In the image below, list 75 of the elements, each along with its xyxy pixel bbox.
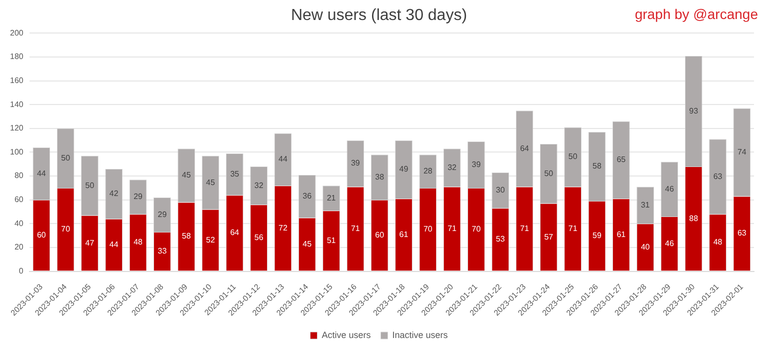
data-label: 40 xyxy=(640,242,650,252)
data-label: 42 xyxy=(109,189,119,198)
data-label: 60 xyxy=(375,230,385,240)
data-label: 32 xyxy=(448,162,458,172)
data-label: 36 xyxy=(302,191,312,200)
y-tick-label: 20 xyxy=(14,242,24,252)
data-label: 51 xyxy=(326,236,336,245)
data-label: 71 xyxy=(350,224,360,233)
y-tick-label: 80 xyxy=(14,171,24,180)
data-label: 44 xyxy=(109,240,119,250)
data-label: 70 xyxy=(423,224,433,234)
data-label: 61 xyxy=(616,230,626,239)
y-tick-label: 200 xyxy=(10,28,24,38)
data-label: 44 xyxy=(36,168,46,178)
data-label: 58 xyxy=(592,162,602,171)
data-label: 50 xyxy=(568,152,578,162)
legend-label: Inactive users xyxy=(392,330,448,340)
data-label: 28 xyxy=(423,166,433,176)
data-label: 50 xyxy=(85,180,95,190)
data-label: 72 xyxy=(278,223,288,232)
data-label: 46 xyxy=(665,184,674,194)
legend-label: Active users xyxy=(322,330,372,340)
data-label: 70 xyxy=(472,224,482,234)
data-label: 71 xyxy=(448,224,458,233)
y-tick-label: 160 xyxy=(10,76,24,86)
data-label: 30 xyxy=(496,186,506,195)
y-tick-label: 40 xyxy=(14,218,24,228)
data-label: 60 xyxy=(36,230,46,240)
data-label: 64 xyxy=(230,228,240,238)
data-label: 56 xyxy=(254,232,264,242)
data-label: 50 xyxy=(61,153,71,162)
data-label: 44 xyxy=(278,154,288,164)
y-tick-label: 140 xyxy=(10,100,24,109)
data-label: 93 xyxy=(689,106,699,116)
chart-title: New users (last 30 days) xyxy=(290,7,468,24)
data-label: 33 xyxy=(158,246,168,256)
data-label: 53 xyxy=(496,234,506,244)
data-label: 61 xyxy=(399,230,409,239)
data-label: 71 xyxy=(568,224,578,233)
data-label: 48 xyxy=(713,238,723,247)
data-label: 32 xyxy=(254,180,264,190)
data-label: 39 xyxy=(350,158,360,168)
y-tick-label: 120 xyxy=(10,124,24,133)
data-label: 74 xyxy=(737,147,747,156)
data-label: 59 xyxy=(592,231,602,240)
data-label: 50 xyxy=(544,168,554,178)
data-label: 48 xyxy=(134,238,144,247)
data-label: 63 xyxy=(713,172,723,181)
data-label: 45 xyxy=(206,178,216,187)
data-label: 63 xyxy=(737,228,747,238)
data-label: 71 xyxy=(520,224,530,233)
data-label: 64 xyxy=(520,144,530,153)
data-label: 45 xyxy=(182,170,192,180)
data-label: 29 xyxy=(134,192,144,202)
data-label: 29 xyxy=(158,210,168,219)
data-label: 65 xyxy=(616,155,626,164)
y-tick-label: 0 xyxy=(18,266,24,276)
data-label: 31 xyxy=(640,200,650,210)
data-label: 46 xyxy=(665,238,674,248)
data-label: 49 xyxy=(399,164,409,174)
y-tick-label: 180 xyxy=(10,52,24,62)
y-tick-label: 100 xyxy=(10,147,24,156)
data-label: 57 xyxy=(544,232,554,242)
data-label: 39 xyxy=(472,160,482,169)
data-label: 70 xyxy=(61,224,71,234)
y-tick-label: 60 xyxy=(14,195,24,204)
data-label: 47 xyxy=(85,238,95,248)
data-label: 88 xyxy=(689,214,699,223)
data-label: 52 xyxy=(206,235,216,244)
text: graph by @arcange xyxy=(634,6,758,22)
data-label: 38 xyxy=(375,172,385,182)
data-label: 35 xyxy=(230,169,240,178)
data-label: 58 xyxy=(182,232,192,241)
data-label: 21 xyxy=(326,193,336,202)
data-label: 45 xyxy=(302,239,312,248)
